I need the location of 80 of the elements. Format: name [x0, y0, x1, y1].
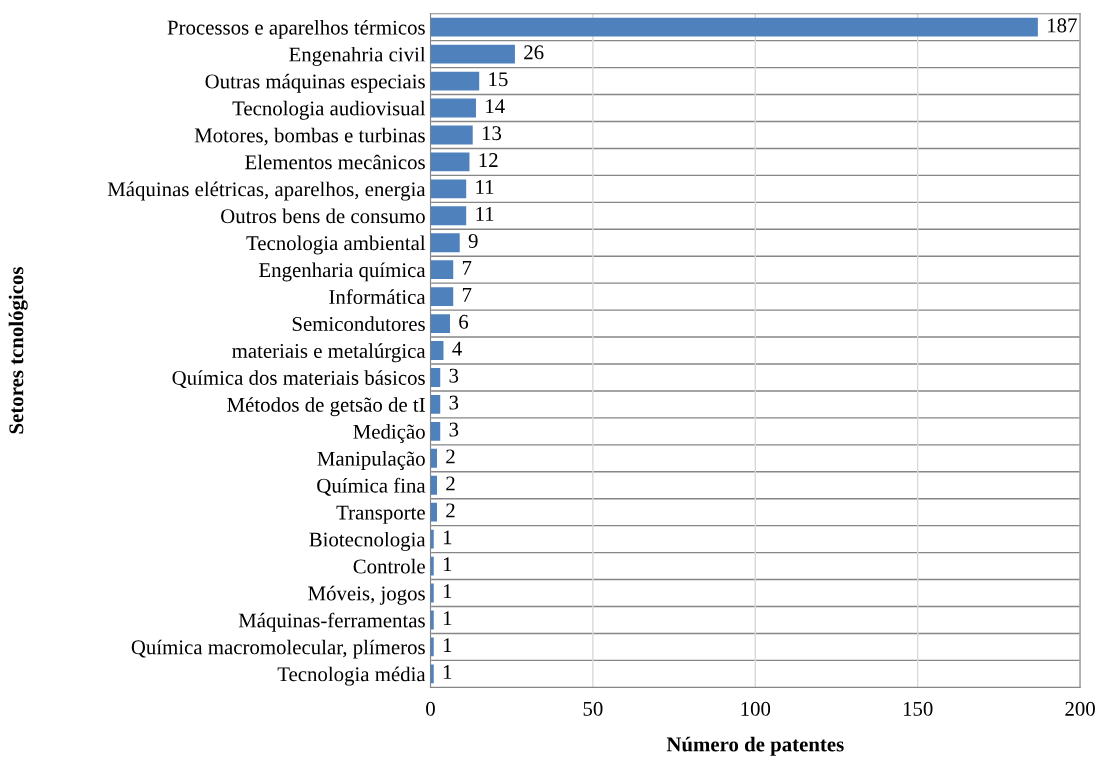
bar	[430, 152, 470, 172]
data-label: 1	[443, 557, 452, 572]
y-tick-label: Tecnologia audiovisual	[232, 100, 426, 120]
bar	[430, 179, 467, 199]
bar	[430, 206, 467, 226]
y-tick-label: Outros bens de consumo	[221, 208, 425, 224]
y-tick-label: Controle	[353, 558, 425, 574]
x-tick-label: 200	[1065, 701, 1095, 716]
y-tick-label: Transporte	[336, 505, 425, 524]
y-tick-label: Tecnologia média	[277, 666, 426, 686]
data-label: 2	[446, 449, 455, 464]
bar	[430, 475, 437, 495]
y-tick-label: Química fina	[317, 477, 426, 496]
data-label: 14	[486, 99, 505, 114]
bar	[430, 287, 454, 307]
y-tick-label: Outras máquinas especiais	[205, 73, 425, 93]
x-tick-label: 100	[741, 701, 771, 716]
y-tick-label: Química macromolecular, plímeros	[131, 639, 425, 659]
data-label: 2	[446, 476, 455, 491]
x-tick-label: 150	[903, 701, 933, 716]
bar	[430, 394, 441, 414]
y-tick-label: Engenahria civil	[289, 46, 426, 66]
data-label: 4	[452, 341, 462, 356]
bar	[430, 125, 473, 145]
y-tick-label: Processos e aparelhos térmicos	[167, 19, 425, 39]
data-label: 7	[462, 261, 472, 275]
y-tick-label: materiais e metalúrgica	[232, 343, 426, 363]
y-tick-label: Elementos mecânicos	[245, 154, 425, 170]
y-tick-label: Química dos materiais básicos	[172, 370, 425, 389]
data-label: 1	[443, 665, 452, 679]
data-label: 13	[482, 126, 502, 141]
data-label: 11	[476, 180, 494, 194]
y-tick-label: Motores, bombas e turbinas	[194, 127, 425, 146]
y-tick-label: Manipulação	[317, 451, 425, 470]
data-label: 12	[479, 153, 498, 167]
bar	[430, 502, 437, 522]
data-label: 11	[476, 207, 494, 221]
data-label: 7	[462, 288, 472, 302]
bar	[430, 664, 434, 684]
x-tick-label: 0	[426, 701, 435, 716]
bar	[430, 556, 434, 576]
data-label: 26	[524, 45, 544, 60]
bar	[430, 98, 476, 118]
bar	[430, 17, 1038, 37]
x-axis-title: Número de patentes	[666, 736, 844, 756]
y-tick-label: Informática	[329, 289, 426, 305]
y-tick-label: Biotecnologia	[309, 531, 426, 551]
data-label: 1	[443, 530, 452, 545]
data-label: 1	[443, 584, 452, 599]
bar	[430, 529, 434, 549]
data-label: 3	[449, 395, 459, 410]
data-label: 2	[446, 503, 455, 518]
y-tick-label: Medição	[353, 424, 425, 444]
bar	[430, 233, 460, 253]
bar	[430, 260, 454, 280]
bar	[430, 448, 437, 468]
y-tick-label: Engenharia química	[259, 262, 426, 282]
bar	[430, 314, 450, 334]
bar	[430, 341, 444, 360]
y-tick-label: Máquinas elétricas, aparelhos, energia	[107, 181, 426, 201]
data-label: 9	[468, 233, 478, 248]
y-tick-label: Máquinas-ferramentas	[238, 612, 425, 632]
y-axis-title: Setores tcnológicos	[8, 267, 28, 434]
data-label: 1	[443, 638, 452, 652]
data-label: 187	[1048, 18, 1077, 33]
y-tick-label: Métodos de getsão de tI	[227, 397, 425, 417]
x-tick-label: 50	[583, 701, 603, 716]
bar	[430, 368, 441, 387]
bar	[430, 71, 480, 91]
data-label: 15	[489, 72, 508, 87]
data-label: 3	[449, 368, 459, 383]
data-label: 1	[443, 611, 452, 625]
y-tick-label: Tecnologia ambiental	[246, 235, 426, 255]
data-label: 6	[459, 314, 469, 329]
y-tick-label: Semicondutores	[292, 316, 425, 332]
y-tick-label: Móveis, jogos	[308, 585, 425, 605]
bar	[430, 421, 441, 441]
bar	[430, 44, 515, 64]
bar	[430, 637, 434, 657]
data-label: 3	[449, 422, 459, 437]
